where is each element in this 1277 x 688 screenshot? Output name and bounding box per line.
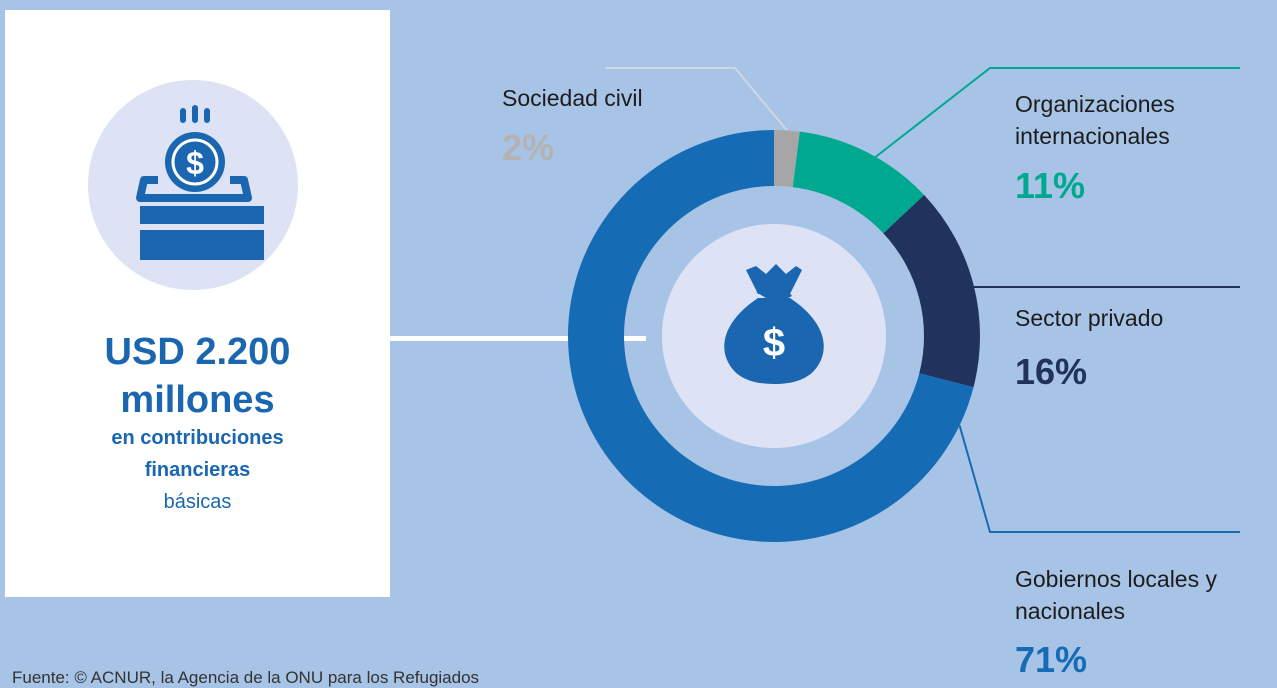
summary-card: $ USD 2.200 millones en contribuciones f… [5, 10, 390, 597]
donut-slices [568, 130, 980, 542]
leader-line-sociedad-civil [606, 67, 788, 132]
slice-label-sociedad-civil: Sociedad civil [502, 85, 643, 111]
description-line3: básicas [163, 491, 232, 513]
slice-label-sector-privado: Sector privado [1015, 305, 1164, 331]
svg-text:$: $ [186, 145, 204, 181]
summary-connector-line [390, 336, 670, 341]
donation-icon-circle: $ [88, 80, 298, 290]
leader-lines [606, 67, 1240, 533]
description-line1: en contribuciones [111, 427, 284, 449]
donut-slice-1 [792, 131, 925, 234]
slice-percent-sociedad-civil: 2% [502, 127, 555, 168]
leader-line-gobiernos-locales-y-nacionales [958, 425, 1240, 533]
total-description: en contribuciones financieras básicas [5, 422, 390, 518]
leader-line-organizaciones-internacionales [857, 67, 1240, 172]
total-amount-line1: USD 2.200 [104, 331, 291, 373]
slice-label-gobiernos-locales-y-nacionales: Gobiernos locales y nacionales [1015, 566, 1217, 624]
donut-slice-0 [774, 130, 800, 188]
total-amount: USD 2.200 millones [5, 328, 390, 424]
svg-text:$: $ [763, 321, 785, 365]
description-line2: financieras [144, 459, 251, 481]
slice-percent-organizaciones-internacionales: 11% [1015, 165, 1086, 206]
slice-percent-gobiernos-locales-y-nacionales: 71% [1015, 639, 1088, 680]
money-bag-icon: $ [724, 264, 824, 384]
slice-percent-sector-privado: 16% [1015, 351, 1088, 392]
total-amount-line2: millones [120, 379, 275, 421]
slice-label-organizaciones-internacionales: Organizaciones internacionales [1015, 91, 1175, 149]
donut-slice-2 [883, 194, 980, 388]
source-note: Fuente: © ACNUR, la Agencia de la ONU pa… [12, 668, 480, 687]
donation-box-icon: $ [136, 105, 264, 260]
